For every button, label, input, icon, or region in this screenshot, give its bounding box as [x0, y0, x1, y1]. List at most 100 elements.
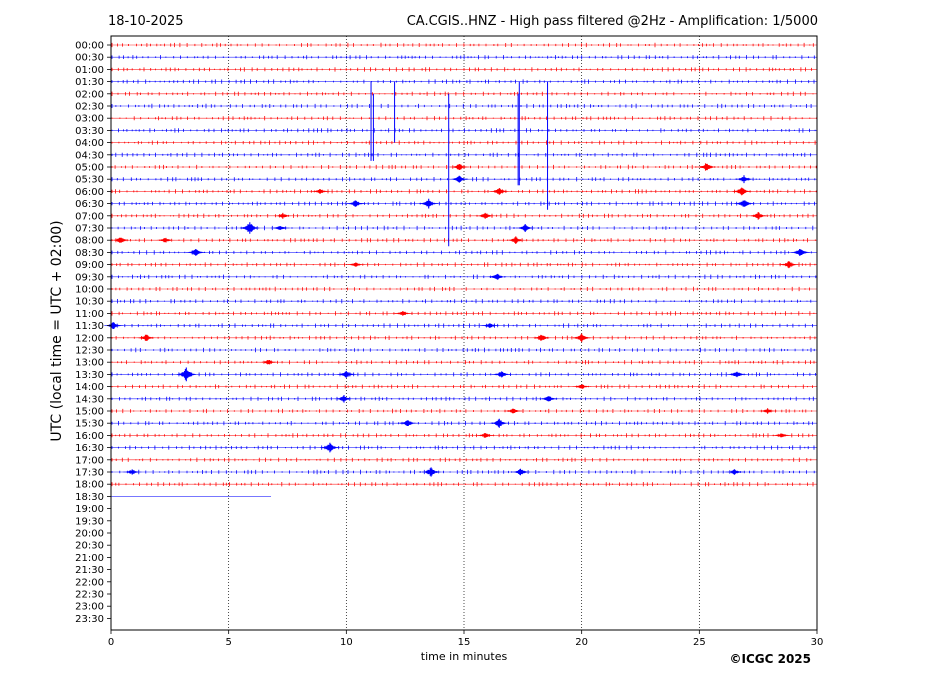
spike-marks: [370, 81, 549, 247]
y-tick-label: 14:00: [75, 382, 104, 393]
seismic-burst: [397, 420, 418, 426]
seismic-burst: [492, 371, 512, 378]
y-tick-label: 21:00: [75, 553, 104, 564]
trace-noise: [111, 91, 814, 96]
trace-noise: [111, 116, 817, 121]
trace-noise: [111, 152, 811, 157]
seismic-burst: [532, 334, 552, 341]
seismic-burst: [539, 396, 559, 402]
seismic-burst: [273, 212, 293, 219]
y-tick-label: 12:00: [75, 333, 104, 344]
trace-noise: [111, 286, 818, 292]
y-tick-label: 02:30: [75, 102, 104, 113]
y-tick-label: 12:30: [75, 346, 104, 357]
y-tick-label: 13:00: [75, 358, 104, 369]
seismic-burst: [480, 323, 500, 328]
seismic-burst: [334, 395, 354, 403]
seismic-burst: [487, 273, 507, 280]
trace-noise: [111, 347, 815, 353]
y-tick-label: 13:30: [75, 370, 104, 381]
y-axis-label: UTC (local time = UTC + 02:00): [49, 220, 65, 441]
trace-noise: [111, 457, 812, 462]
y-tick-label: 08:30: [75, 248, 104, 259]
seismic-burst: [475, 212, 495, 219]
trace-noise: [111, 79, 815, 84]
y-tick-label: 16:00: [75, 431, 104, 442]
seismic-burst: [122, 469, 142, 475]
y-tick-label: 04:00: [75, 138, 104, 149]
y-tick-label: 03:30: [75, 126, 104, 137]
y-tick-label: 01:30: [75, 77, 104, 88]
y-tick-label: 16:30: [75, 443, 104, 454]
y-tick-label: 15:30: [75, 419, 104, 430]
seismic-burst: [572, 384, 592, 389]
trace-noise: [111, 311, 815, 316]
seismic-burst: [346, 200, 366, 207]
seismic-burst: [310, 189, 330, 194]
y-tick-label: 18:00: [75, 480, 104, 491]
seismic-burst: [734, 200, 754, 207]
x-tick-label: 10: [340, 637, 353, 648]
seismic-burst: [748, 212, 768, 220]
trace-lines: [111, 42, 818, 497]
y-tick-label: 18:30: [75, 492, 104, 503]
y-tick-label: 06:30: [75, 199, 104, 210]
x-tick-label: 15: [458, 637, 471, 648]
seismic-burst: [489, 418, 509, 428]
x-tick-label: 25: [693, 637, 706, 648]
y-tick-label: 06:00: [75, 187, 104, 198]
y-tick-label: 07:30: [75, 224, 104, 235]
seismic-burst: [449, 175, 469, 183]
trace-noise: [111, 103, 812, 109]
seismic-burst: [489, 188, 509, 195]
seismic-burst: [336, 370, 356, 378]
y-tick-label: 03:00: [75, 114, 104, 125]
y-tick-label: 02:00: [75, 89, 104, 100]
seismic-burst: [320, 442, 340, 453]
trace-noise: [111, 299, 812, 304]
seismic-burst: [696, 163, 716, 171]
seismic-burst: [176, 367, 196, 382]
seismic-burst: [572, 333, 592, 343]
seismic-burst: [734, 175, 754, 184]
chart-title: CA.CGIS..HNZ - High pass filtered @2Hz -…: [407, 14, 818, 29]
y-tick-label: 22:30: [75, 590, 104, 601]
y-tick-label: 19:30: [75, 516, 104, 527]
seismic-burst: [779, 261, 799, 269]
trace-noise: [111, 421, 813, 426]
trace-noise: [111, 250, 812, 255]
x-axis-ticks: 0 5 10 15 20 25 30: [108, 630, 823, 648]
y-tick-label: 14:30: [75, 394, 104, 405]
seismic-burst: [727, 371, 747, 378]
gridlines: [228, 36, 700, 630]
seismic-burst: [732, 187, 752, 196]
header-date: 18-10-2025: [108, 14, 184, 29]
y-tick-label: 05:00: [75, 163, 104, 174]
x-tick-label: 5: [225, 637, 231, 648]
seismic-events: [103, 163, 811, 477]
trace-noise: [111, 482, 814, 487]
seismic-burst: [772, 433, 792, 438]
seismic-burst: [155, 237, 175, 243]
y-tick-label: 09:30: [75, 272, 104, 283]
seismic-burst: [503, 408, 523, 414]
y-tick-label: 17:00: [75, 455, 104, 466]
y-tick-label: 00:00: [75, 41, 104, 52]
seismic-burst: [186, 249, 206, 256]
y-tick-label: 21:30: [75, 565, 104, 576]
y-tick-label: 10:30: [75, 297, 104, 308]
y-tick-label: 00:30: [75, 53, 104, 64]
seismic-burst: [510, 468, 531, 476]
y-tick-label: 01:00: [75, 65, 104, 76]
seismic-burst: [259, 360, 279, 365]
trace-noise: [111, 433, 814, 438]
seismic-burst: [506, 236, 526, 244]
trace-noise: [111, 55, 815, 60]
seismic-burst: [240, 222, 260, 234]
y-tick-label: 15:00: [75, 407, 104, 418]
y-tick-label: 22:00: [75, 577, 104, 588]
seismic-burst: [515, 224, 535, 232]
y-tick-label: 23:30: [75, 614, 104, 625]
